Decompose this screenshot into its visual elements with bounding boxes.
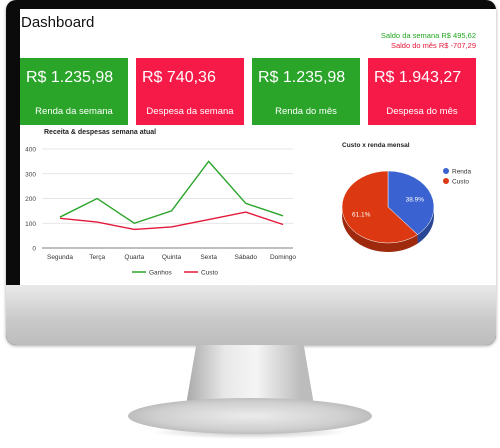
data-point[interactable] <box>133 228 136 231</box>
y-tick-label: 400 <box>25 147 36 154</box>
legend-label: Custo <box>452 179 469 186</box>
card-weekly-expense[interactable]: R$ 740,36 Despesa da semana <box>136 58 244 125</box>
x-tick-label: Domingo <box>270 254 296 261</box>
line-chart: 0 100 200 300 400 Segunda Terça Quarta Quinta Sex… <box>25 147 296 277</box>
card-value: R$ 1.235,98 <box>258 69 346 86</box>
data-point[interactable] <box>170 209 173 212</box>
series-line-ganhos[interactable] <box>59 160 284 225</box>
weekly-balance: Saldo da semana R$ 495,62 <box>380 31 476 40</box>
data-point[interactable] <box>170 225 173 228</box>
x-tick-label: Quarta <box>124 254 144 261</box>
legend-swatch <box>443 178 449 184</box>
y-tick-label: 300 <box>25 171 36 178</box>
x-tick-label: Terça <box>89 254 105 261</box>
data-point[interactable] <box>133 222 136 225</box>
card-label: Renda da semana <box>35 106 113 117</box>
card-value: R$ 1.943,27 <box>374 69 462 86</box>
data-point[interactable] <box>207 218 210 221</box>
card-value: R$ 1.235,98 <box>26 69 114 86</box>
y-tick-label: 100 <box>25 221 36 228</box>
pie-slice-custo[interactable] <box>341 170 418 244</box>
monitor-stand-neck <box>186 345 314 405</box>
pie-chart-title: Custo x renda mensal <box>342 142 410 149</box>
card-label: Despesa da semana <box>146 106 234 117</box>
data-point[interactable] <box>96 220 99 223</box>
data-point[interactable] <box>58 217 61 220</box>
pie-slice-label: 38.9% <box>406 196 425 203</box>
y-tick-label: 200 <box>25 196 36 203</box>
data-point[interactable] <box>281 214 284 217</box>
card-value: R$ 740,36 <box>142 69 216 86</box>
page-title: Dashboard <box>21 14 95 31</box>
legend-label: Custo <box>201 270 218 277</box>
monthly-balance: Saldo do mês R$ -707,29 <box>390 41 476 50</box>
x-tick-label: Segunda <box>47 254 73 261</box>
pie-slice-side <box>342 209 418 252</box>
x-tick-label: Sábado <box>235 254 258 261</box>
series-line-custo[interactable] <box>59 211 284 231</box>
card-label: Despesa do mês <box>386 106 458 117</box>
data-point[interactable] <box>207 160 210 163</box>
x-tick-label: Quinta <box>162 254 182 261</box>
card-monthly-expense[interactable]: R$ 1.943,27 Despesa do mês <box>368 58 476 125</box>
pie-chart: 38.9% 61.1% Renda Custo <box>341 168 472 252</box>
legend-label: Renda <box>452 169 472 176</box>
monitor-stand-base <box>128 398 372 434</box>
data-point[interactable] <box>244 211 247 214</box>
line-chart-title: Receita & despesas semana atual <box>44 129 157 136</box>
pie-slice-side <box>417 207 434 244</box>
pie-slice-label: 61.1% <box>352 212 371 219</box>
pie-slice-renda[interactable] <box>387 170 435 235</box>
x-tick-label: Sexta <box>200 254 217 261</box>
dashboard-screen: Dashboard Saldo da semana R$ 495,62 Sald… <box>20 9 496 285</box>
card-weekly-income[interactable]: R$ 1.235,98 Renda da semana <box>20 58 128 125</box>
card-monthly-income[interactable]: R$ 1.235,98 Renda do mês <box>252 58 360 125</box>
legend-swatch <box>443 168 449 174</box>
data-point[interactable] <box>281 223 284 226</box>
data-point[interactable] <box>244 202 247 205</box>
card-label: Renda do mês <box>275 106 337 117</box>
monitor-chin <box>6 285 496 345</box>
legend-label: Ganhos <box>149 270 173 277</box>
data-point[interactable] <box>96 197 99 200</box>
y-tick-label: 0 <box>32 246 36 253</box>
